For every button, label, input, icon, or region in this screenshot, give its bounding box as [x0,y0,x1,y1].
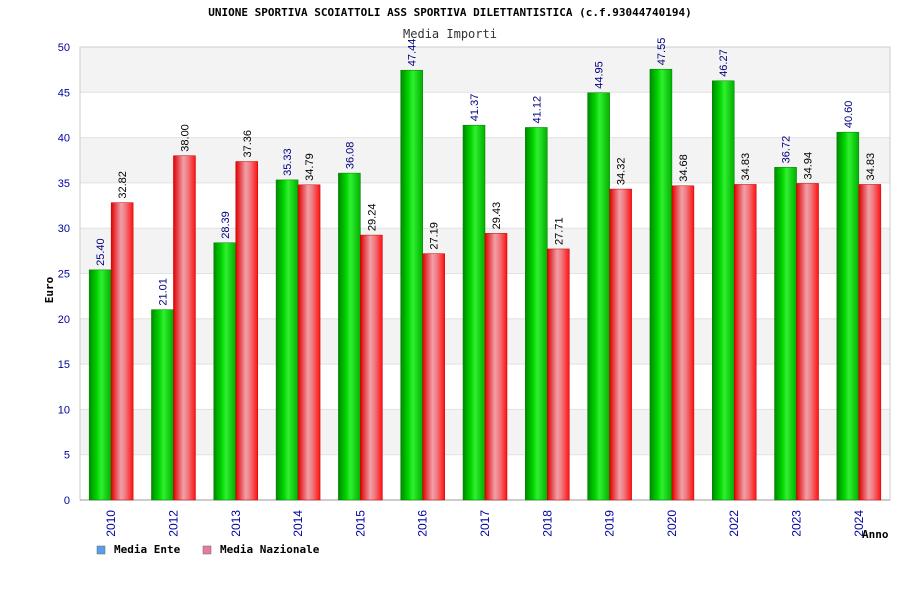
value-label-media-ente-2010: 25.40 [95,238,107,266]
y-axis-label: Euro [43,276,56,303]
value-label-media-nazionale-2024: 34.83 [865,153,877,181]
value-label-media-ente-2020: 47.55 [656,38,668,66]
bar-media-ente-2018 [525,127,548,501]
bar-media-ente-2020 [649,68,673,501]
bar-media-ente-2024 [836,131,860,501]
chart-title: UNIONE SPORTIVA SCOIATTOLI ASS SPORTIVA … [208,6,691,19]
value-label-media-ente-2017: 41.37 [469,94,481,122]
bar-media-nazionale-2015 [360,234,383,501]
value-label-media-ente-2013: 28.39 [220,211,232,239]
bar-media-nazionale-2016 [422,253,445,501]
y-tick-label: 40 [58,133,70,145]
bar-media-ente-2014 [275,179,299,501]
value-label-media-nazionale-2023: 34.94 [803,152,815,180]
bar-media-ente-2010 [88,269,112,501]
x-tick-label-2018: 2018 [540,510,554,537]
bar-media-nazionale-2024 [858,184,882,501]
bar-media-ente-2013 [213,242,237,501]
value-label-media-nazionale-2016: 27.19 [429,222,441,250]
bar-media-nazionale-2022 [733,184,757,501]
y-tick-label: 35 [58,178,70,190]
bar-media-nazionale-2020 [671,185,695,501]
y-axis: 0 5 10 15 20 25 30 35 40 45 50 [58,42,70,507]
value-label-media-nazionale-2020: 34.68 [678,154,690,182]
value-label-media-ente-2012: 21.01 [157,278,169,306]
plot-band [80,47,890,93]
value-label-media-nazionale-2022: 34.83 [740,153,752,181]
legend-swatch-media-ente [96,545,106,555]
y-tick-label: 45 [58,87,70,99]
bar-media-nazionale-2014 [297,184,321,501]
x-tick-label-2013: 2013 [229,510,243,537]
y-tick-label: 15 [58,359,70,371]
value-label-media-nazionale-2013: 37.36 [242,130,254,158]
y-tick-label: 30 [58,223,70,235]
x-axis: 2010 2012 2013 2014 2015 2016 2017 2018 2019 2020… [104,510,866,537]
y-tick-label: 0 [64,495,70,507]
value-label-media-nazionale-2018: 27.71 [553,217,565,245]
legend-label-media-ente: Media Ente [114,543,181,556]
value-label-media-nazionale-2012: 38.00 [179,124,191,152]
bars: 25.40 32.82 21.01 38.00 28.39 37.36 35.33 34.79… [88,38,882,501]
y-tick-label: 10 [58,404,70,416]
value-label-media-ente-2023: 36.72 [781,136,793,164]
bar-media-ente-2017 [462,124,486,501]
x-tick-label-2015: 2015 [353,510,367,537]
x-tick-label-2017: 2017 [478,510,492,537]
value-label-media-nazionale-2010: 32.82 [117,171,129,199]
x-tick-label-2014: 2014 [291,510,305,537]
value-label-media-nazionale-2017: 29.43 [491,202,503,230]
bar-media-nazionale-2017 [484,233,508,501]
value-label-media-ente-2019: 44.95 [594,61,606,89]
x-tick-label-2016: 2016 [416,510,430,537]
x-tick-label-2010: 2010 [104,510,118,537]
x-axis-label: Anno [862,528,889,541]
bar-media-nazionale-2019 [609,188,632,501]
bar-media-ente-2022 [711,80,735,501]
value-label-media-ente-2015: 36.08 [344,142,356,170]
bar-media-nazionale-2023 [796,183,819,501]
bar-media-ente-2015 [338,172,361,501]
x-tick-label-2023: 2023 [790,510,804,537]
value-label-media-nazionale-2015: 29.24 [366,204,378,232]
value-label-media-ente-2014: 35.33 [282,148,294,176]
chart-subtitle: Media Importi [403,27,497,41]
value-label-media-ente-2024: 40.60 [843,101,855,129]
x-tick-label-2022: 2022 [727,510,741,537]
bar-media-nazionale-2012 [173,155,196,501]
x-tick-label-2012: 2012 [166,510,180,537]
y-tick-label: 20 [58,314,70,326]
legend-label-media-nazionale: Media Nazionale [220,543,320,556]
x-tick-label-2020: 2020 [665,510,679,537]
x-tick-label-2024: 2024 [852,510,866,537]
y-tick-label: 25 [58,269,70,281]
bar-media-ente-2012 [151,309,174,501]
bar-media-nazionale-2010 [110,202,134,501]
legend: Media Ente Media Nazionale [96,543,320,556]
bar-media-ente-2023 [774,167,797,501]
y-tick-label: 5 [64,450,70,462]
bar-media-ente-2016 [400,69,423,501]
value-label-media-nazionale-2014: 34.79 [304,153,316,181]
bar-media-nazionale-2013 [235,161,259,501]
bar-media-ente-2019 [587,92,610,501]
bar-media-nazionale-2018 [547,248,570,501]
value-label-media-ente-2022: 46.27 [718,49,730,77]
x-tick-label-2019: 2019 [603,510,617,537]
value-label-media-nazionale-2019: 34.32 [616,158,628,186]
value-label-media-ente-2016: 47.44 [407,39,419,67]
y-tick-label: 50 [58,42,70,54]
value-label-media-ente-2018: 41.12 [531,96,543,124]
legend-swatch-media-nazionale [202,545,212,555]
